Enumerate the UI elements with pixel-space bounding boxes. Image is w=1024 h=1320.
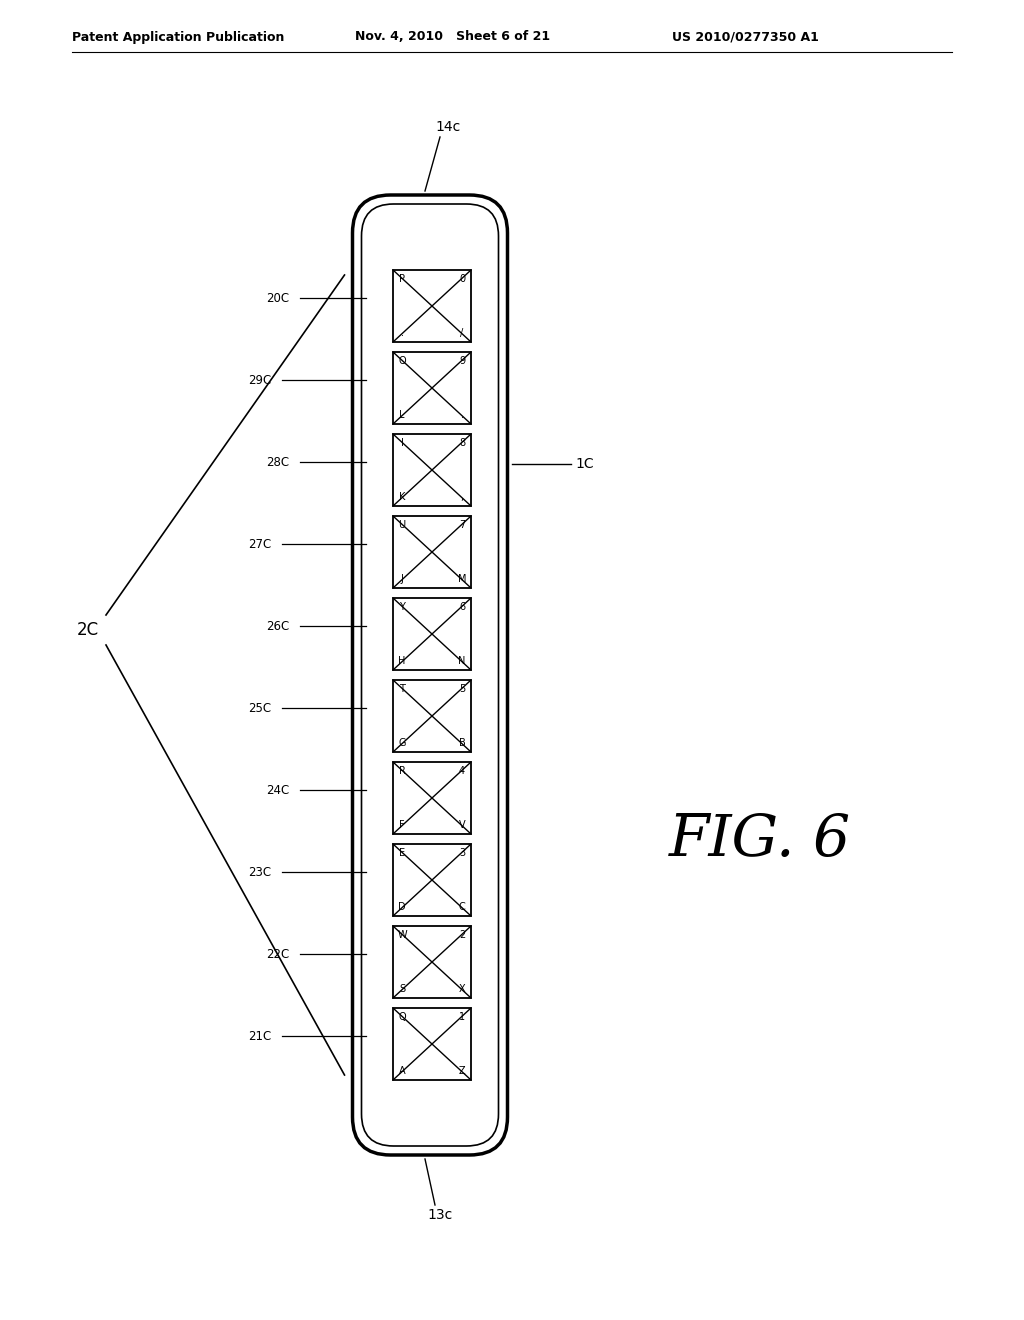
- Text: B: B: [459, 738, 465, 748]
- Text: Patent Application Publication: Patent Application Publication: [72, 30, 285, 44]
- Text: 5: 5: [459, 684, 465, 694]
- Text: 9: 9: [459, 356, 465, 366]
- Text: C: C: [459, 902, 465, 912]
- Bar: [393, 516, 471, 587]
- Bar: [393, 352, 471, 424]
- Text: 7: 7: [459, 520, 465, 531]
- Text: Y: Y: [399, 602, 404, 612]
- Text: 3: 3: [459, 847, 465, 858]
- Text: ,: ,: [461, 492, 464, 502]
- Bar: [393, 762, 471, 834]
- Text: 20C: 20C: [266, 292, 290, 305]
- Bar: [393, 598, 471, 671]
- Text: 22C: 22C: [266, 948, 290, 961]
- Text: G: G: [398, 738, 406, 748]
- Text: L: L: [399, 411, 404, 420]
- Text: 24C: 24C: [266, 784, 290, 796]
- Text: 28C: 28C: [266, 455, 290, 469]
- Text: F: F: [399, 820, 404, 830]
- Text: H: H: [398, 656, 406, 667]
- Text: K: K: [398, 492, 406, 502]
- Text: 1C: 1C: [575, 457, 594, 471]
- Text: 2: 2: [459, 931, 465, 940]
- Text: U: U: [398, 520, 406, 531]
- Text: R: R: [398, 766, 406, 776]
- Text: 21C: 21C: [248, 1030, 271, 1043]
- Bar: [393, 927, 471, 998]
- Bar: [393, 680, 471, 752]
- Bar: [393, 1008, 471, 1080]
- Text: P: P: [399, 275, 406, 284]
- Text: 14c: 14c: [435, 120, 461, 135]
- Text: O: O: [398, 356, 406, 366]
- Text: S: S: [399, 983, 406, 994]
- Text: V: V: [459, 820, 465, 830]
- Text: Nov. 4, 2010   Sheet 6 of 21: Nov. 4, 2010 Sheet 6 of 21: [355, 30, 550, 44]
- Text: D: D: [398, 902, 406, 912]
- Text: X: X: [459, 983, 465, 994]
- Bar: [393, 843, 471, 916]
- Text: 27C: 27C: [248, 537, 271, 550]
- Text: .: .: [400, 327, 403, 338]
- Text: .: .: [461, 411, 464, 420]
- Text: M: M: [458, 574, 466, 583]
- Text: 23C: 23C: [249, 866, 271, 879]
- Text: Z: Z: [459, 1067, 465, 1076]
- Text: A: A: [398, 1067, 406, 1076]
- Text: Q: Q: [398, 1012, 406, 1022]
- Bar: [393, 434, 471, 506]
- Text: W: W: [397, 931, 407, 940]
- Text: 1: 1: [459, 1012, 465, 1022]
- Text: J: J: [400, 574, 403, 583]
- Text: 2C: 2C: [77, 620, 99, 639]
- Text: 29C: 29C: [248, 374, 271, 387]
- Text: 8: 8: [459, 438, 465, 447]
- Text: /: /: [461, 327, 464, 338]
- Text: US 2010/0277350 A1: US 2010/0277350 A1: [672, 30, 819, 44]
- Text: 4: 4: [459, 766, 465, 776]
- Text: 26C: 26C: [266, 619, 290, 632]
- Bar: [393, 271, 471, 342]
- Text: 13c: 13c: [427, 1208, 453, 1222]
- Text: 25C: 25C: [249, 701, 271, 714]
- Text: E: E: [399, 847, 406, 858]
- Text: T: T: [399, 684, 404, 694]
- Text: N: N: [459, 656, 466, 667]
- FancyBboxPatch shape: [352, 195, 508, 1155]
- Text: FIG. 6: FIG. 6: [669, 812, 851, 869]
- Text: 6: 6: [459, 602, 465, 612]
- Text: I: I: [400, 438, 403, 447]
- Text: 0: 0: [459, 275, 465, 284]
